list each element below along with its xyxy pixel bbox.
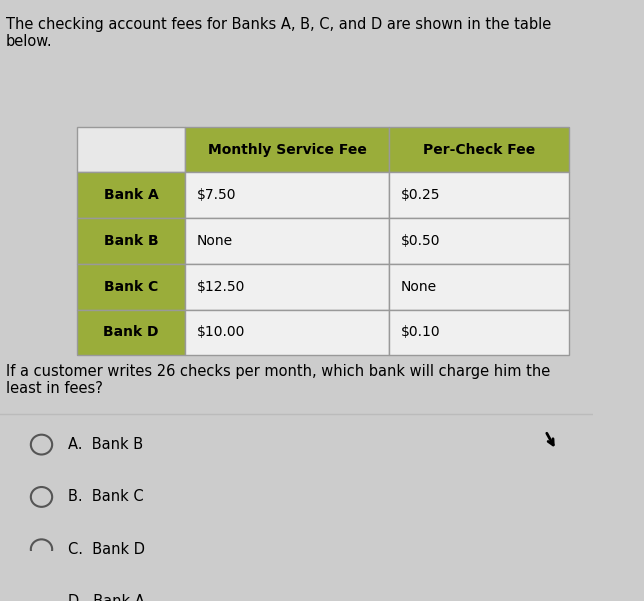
Text: Bank D: Bank D xyxy=(103,326,159,340)
FancyBboxPatch shape xyxy=(389,310,569,355)
FancyBboxPatch shape xyxy=(77,218,185,264)
Text: Bank C: Bank C xyxy=(104,279,158,294)
Text: A.  Bank B: A. Bank B xyxy=(68,437,144,452)
Text: B.  Bank C: B. Bank C xyxy=(68,489,144,504)
Text: If a customer writes 26 checks per month, which bank will charge him the
least i: If a customer writes 26 checks per month… xyxy=(6,364,550,396)
FancyBboxPatch shape xyxy=(389,127,569,172)
FancyBboxPatch shape xyxy=(389,172,569,218)
FancyBboxPatch shape xyxy=(185,172,389,218)
FancyBboxPatch shape xyxy=(77,310,185,355)
FancyBboxPatch shape xyxy=(77,127,185,172)
Text: The checking account fees for Banks A, B, C, and D are shown in the table
below.: The checking account fees for Banks A, B… xyxy=(6,17,551,49)
Text: Monthly Service Fee: Monthly Service Fee xyxy=(207,142,366,157)
Text: None: None xyxy=(401,279,437,294)
Text: D.  Bank A: D. Bank A xyxy=(68,594,145,601)
Text: $12.50: $12.50 xyxy=(197,279,245,294)
Text: $10.00: $10.00 xyxy=(197,326,245,340)
Text: $0.10: $0.10 xyxy=(401,326,440,340)
FancyBboxPatch shape xyxy=(185,127,389,172)
Text: None: None xyxy=(197,234,233,248)
FancyBboxPatch shape xyxy=(185,264,389,310)
FancyBboxPatch shape xyxy=(389,218,569,264)
Text: $7.50: $7.50 xyxy=(197,188,236,203)
FancyBboxPatch shape xyxy=(185,310,389,355)
Text: Per-Check Fee: Per-Check Fee xyxy=(423,142,535,157)
FancyBboxPatch shape xyxy=(77,172,185,218)
FancyBboxPatch shape xyxy=(389,264,569,310)
Text: Bank B: Bank B xyxy=(104,234,158,248)
Text: $0.50: $0.50 xyxy=(401,234,440,248)
Text: Bank A: Bank A xyxy=(104,188,158,203)
Text: C.  Bank D: C. Bank D xyxy=(68,542,145,557)
FancyBboxPatch shape xyxy=(77,264,185,310)
FancyBboxPatch shape xyxy=(185,218,389,264)
Text: $0.25: $0.25 xyxy=(401,188,440,203)
